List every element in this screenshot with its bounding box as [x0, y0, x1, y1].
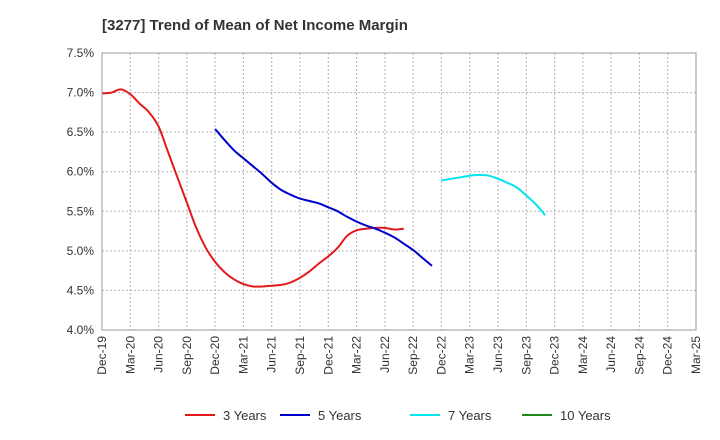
y-tick-label: 5.0% [67, 244, 95, 258]
y-tick-label: 4.5% [67, 283, 95, 297]
x-tick-label: Sep-21 [293, 336, 307, 375]
x-tick-label: Jun-23 [491, 336, 505, 373]
series-lines [101, 88, 546, 288]
legend: 3 Years 5 Years 7 Years 10 Years [185, 408, 611, 423]
y-axis-ticks: 4.0% 4.5% 5.0% 5.5% 6.0% 6.5% 7.0% 7.5% [67, 46, 95, 337]
x-tick-label: Sep-22 [406, 336, 420, 375]
legend-label: 5 Years [318, 408, 362, 423]
x-tick-label: Jun-20 [152, 336, 166, 373]
y-tick-label: 7.0% [67, 86, 95, 100]
series-line-5-years [214, 128, 433, 267]
series-line-7-years [441, 173, 546, 216]
plot-frame [101, 52, 697, 331]
series-line-3-years [101, 88, 404, 288]
x-tick-label: Mar-25 [689, 336, 703, 374]
y-tick-label: 7.5% [67, 46, 95, 60]
y-tick-label: 6.0% [67, 165, 95, 179]
x-axis-ticks: Dec-19 Mar-20 Jun-20 Sep-20 Dec-20 Mar-21 Jun-… [95, 336, 703, 375]
x-tick-label: Dec-21 [321, 336, 335, 375]
x-tick-label: Dec-22 [434, 336, 448, 375]
x-tick-label: Mar-22 [350, 336, 364, 374]
x-tick-label: Mar-20 [123, 336, 137, 374]
legend-label: 7 Years [448, 408, 492, 423]
legend-label: 10 Years [560, 408, 611, 423]
x-tick-label: Mar-23 [463, 336, 477, 374]
x-tick-label: Sep-20 [180, 336, 194, 375]
x-tick-label: Dec-20 [208, 336, 222, 375]
x-tick-label: Jun-21 [265, 336, 279, 373]
x-tick-label: Mar-24 [576, 336, 590, 374]
x-tick-label: Dec-23 [548, 336, 562, 375]
x-tick-label: Mar-21 [236, 336, 250, 374]
x-tick-label: Sep-23 [519, 336, 533, 375]
grid [101, 52, 697, 331]
x-tick-label: Jun-22 [378, 336, 392, 373]
y-tick-label: 5.5% [67, 204, 95, 218]
y-tick-label: 4.0% [67, 323, 95, 337]
x-tick-label: Dec-24 [661, 336, 675, 375]
chart-title: [3277] Trend of Mean of Net Income Margi… [102, 17, 408, 34]
x-tick-label: Sep-24 [632, 336, 646, 375]
y-tick-label: 6.5% [67, 125, 95, 139]
legend-label: 3 Years [223, 408, 267, 423]
x-tick-label: Jun-24 [604, 336, 618, 373]
x-tick-label: Dec-19 [95, 336, 109, 375]
